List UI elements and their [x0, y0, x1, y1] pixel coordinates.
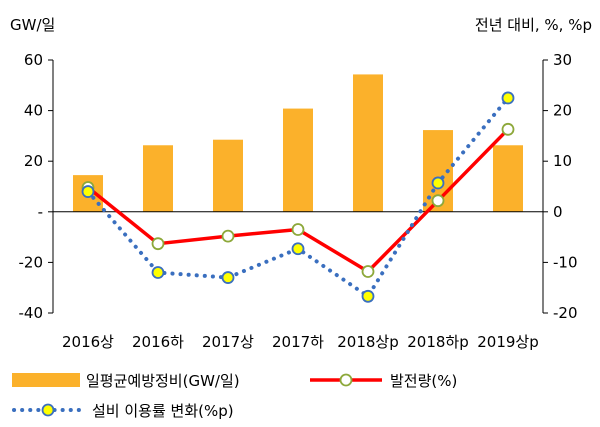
left-tick-label: 60 [24, 51, 43, 69]
utilization-marker-2017상 [221, 271, 235, 284]
category-label: 2018하p [407, 333, 469, 351]
utilization-marker-2018상p [361, 289, 375, 303]
utilization-marker-2016상 [81, 185, 95, 198]
right-tick-label: -20 [553, 304, 578, 322]
legend-generation-label: 발전량(%) [390, 372, 457, 390]
legend: 일평균예방정비(GW/일) 발전량(%) 설비 이용률 변화(%p) [12, 372, 457, 420]
axes [52, 60, 544, 313]
generation-marker-2018상p [361, 265, 375, 278]
category-label: 2016하 [132, 333, 184, 351]
generation-marker-2018하p [431, 194, 445, 208]
bar-2019상p [493, 145, 523, 212]
category-label: 2017상 [202, 333, 254, 351]
bar-2018상p [353, 74, 383, 212]
right-tick-labels: -20 -10 0 10 20 30 [543, 51, 578, 322]
bar-2016하 [143, 145, 173, 212]
legend-bar-label: 일평균예방정비(GW/일) [86, 372, 240, 390]
right-unit-label: 전년 대비, %, %p [475, 16, 592, 34]
category-label: 2018상p [337, 333, 399, 351]
generation-marker-2017상 [221, 229, 235, 243]
left-tick-label: -20 [19, 253, 44, 271]
left-axis-unit-label: GW/일 [10, 16, 55, 34]
left-unit-label: GW/일 [10, 16, 55, 34]
legend-generation-marker [339, 373, 353, 387]
category-label: 2019상p [477, 333, 539, 351]
bar-2017상 [213, 139, 243, 212]
utilization-marker-2019상p [501, 91, 515, 105]
legend-utilization-marker [41, 403, 55, 417]
legend-bar-swatch [12, 373, 80, 387]
utilization-marker-2016하 [151, 266, 165, 279]
utilization-marker-2018하p [431, 176, 445, 190]
bar-series [73, 74, 523, 212]
left-tick-label: 20 [24, 152, 43, 170]
left-tick-label: - [38, 203, 43, 221]
right-tick-label: 20 [553, 102, 572, 120]
generation-marker-2016하 [151, 237, 165, 251]
left-tick-label: 40 [24, 102, 43, 120]
generation-marker-2017하 [291, 223, 305, 236]
right-tick-label: 10 [553, 152, 572, 170]
bar-2017하 [283, 108, 313, 212]
generation-marker-2019상p [501, 122, 515, 136]
line-series [81, 91, 515, 303]
utilization-marker-2017하 [291, 242, 305, 256]
right-tick-label: -10 [553, 253, 578, 271]
right-tick-label: 30 [553, 51, 572, 69]
category-labels: 2016상 2016하 2017상 2017하 2018상p 2018하p 2019상p [62, 333, 539, 351]
category-label: 2016상 [62, 333, 114, 351]
left-tick-label: -40 [19, 304, 44, 322]
right-tick-label: 0 [553, 203, 563, 221]
category-label: 2017하 [272, 333, 324, 351]
legend-utilization-label: 설비 이용률 변화(%p) [92, 402, 234, 420]
